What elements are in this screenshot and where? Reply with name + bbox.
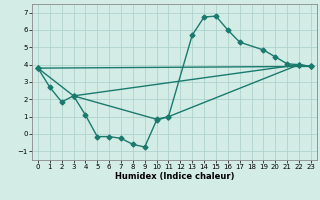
X-axis label: Humidex (Indice chaleur): Humidex (Indice chaleur) — [115, 172, 234, 181]
